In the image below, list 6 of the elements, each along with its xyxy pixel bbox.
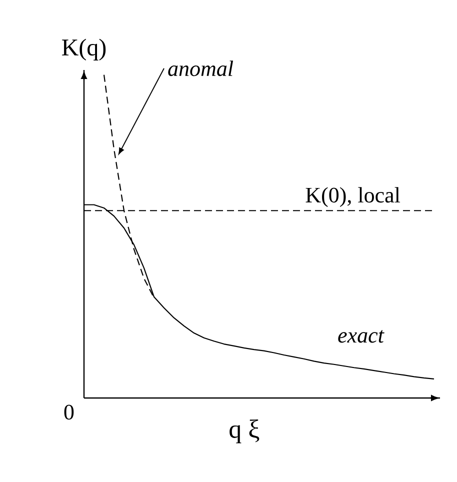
series-label: exact <box>338 330 384 343</box>
text: anomal <box>168 60 234 76</box>
y-axis-title: K(q) <box>62 38 106 60</box>
text: 0 <box>64 404 74 420</box>
x-axis-title: q ξ <box>230 420 260 444</box>
ref-line-label: K(0), local <box>306 187 400 208</box>
